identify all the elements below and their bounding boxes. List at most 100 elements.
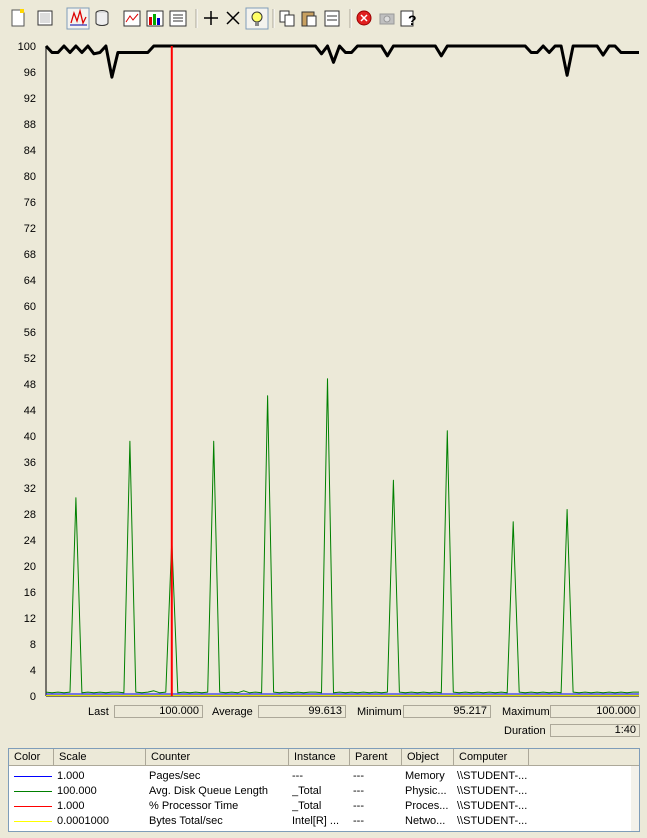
y-tick-label: 80 bbox=[24, 171, 36, 183]
legend-cell-computer: \\STUDENT-... bbox=[457, 815, 528, 827]
maximum-label: Maximum bbox=[502, 706, 550, 718]
y-tick-label: 88 bbox=[24, 119, 36, 131]
y-tick-label: 48 bbox=[24, 379, 36, 391]
plot-area bbox=[46, 46, 639, 696]
header-color[interactable]: Color bbox=[9, 749, 54, 766]
legend-cell-counter: % Processor Time bbox=[149, 800, 239, 812]
toolbar-icons: ? bbox=[11, 7, 417, 30]
color-swatch bbox=[14, 821, 52, 822]
color-swatch bbox=[14, 791, 52, 792]
y-tick-label: 68 bbox=[24, 249, 36, 261]
legend-cell-computer: \\STUDENT-... bbox=[457, 770, 528, 782]
legend-cell-counter: Bytes Total/sec bbox=[149, 815, 223, 827]
legend-cell-instance: _Total bbox=[292, 785, 322, 797]
legend-cell-scale: 0.0001000 bbox=[57, 815, 109, 827]
header-computer[interactable]: Computer bbox=[454, 749, 529, 766]
series-line-avg-disk-queue-length bbox=[45, 378, 639, 694]
delete-x-icon[interactable] bbox=[226, 11, 240, 25]
legend-cell-object: Netwo... bbox=[405, 815, 446, 827]
legend-row[interactable]: 0.0001000 Bytes Total/sec Intel[R] ... --- N… bbox=[9, 814, 639, 829]
y-tick-label: 32 bbox=[24, 483, 36, 495]
y-tick-label: 16 bbox=[24, 587, 36, 599]
legend-cell-instance: Intel[R] ... bbox=[292, 815, 340, 827]
y-tick-label: 40 bbox=[24, 431, 36, 443]
legend-cell-scale: 1.000 bbox=[57, 770, 85, 782]
legend-row[interactable]: 1.000 Pages/sec --- --- Memory \\STUDENT-... bbox=[9, 769, 639, 784]
database-icon[interactable] bbox=[95, 10, 109, 26]
properties-icon[interactable] bbox=[324, 10, 340, 27]
y-tick-label: 36 bbox=[24, 457, 36, 469]
header-filler bbox=[529, 749, 639, 766]
legend-cell-instance: _Total bbox=[292, 800, 322, 812]
lightbulb-icon[interactable] bbox=[251, 11, 263, 26]
y-tick-label: 84 bbox=[24, 145, 36, 157]
header-object[interactable]: Object bbox=[402, 749, 454, 766]
histogram-icon[interactable] bbox=[146, 10, 164, 27]
graph-view-icon[interactable] bbox=[123, 10, 141, 27]
legend-cell-counter: Pages/sec bbox=[149, 770, 201, 782]
legend-cell-scale: 100.000 bbox=[57, 785, 97, 797]
y-tick-label: 0 bbox=[30, 691, 36, 700]
legend-header: Color Scale Counter Instance Parent Obje… bbox=[9, 749, 639, 766]
header-scale[interactable]: Scale bbox=[54, 749, 146, 766]
toolbar: ? bbox=[0, 0, 647, 36]
paste-icon[interactable] bbox=[301, 11, 317, 27]
y-tick-label: 60 bbox=[24, 301, 36, 313]
legend-cell-parent: --- bbox=[353, 800, 364, 812]
new-document-icon[interactable] bbox=[11, 9, 25, 27]
legend-cell-object: Memory bbox=[405, 770, 445, 782]
graph-canvas: 1009692888480767268646056524844403632282… bbox=[18, 41, 639, 703]
y-tick-label: 4 bbox=[30, 665, 36, 677]
legend-cell-parent: --- bbox=[353, 770, 364, 782]
current-activity-icon[interactable] bbox=[70, 8, 87, 26]
average-label: Average bbox=[212, 706, 253, 718]
duration-label: Duration bbox=[504, 725, 546, 737]
last-value: 100.000 bbox=[114, 705, 203, 718]
copy-icon[interactable] bbox=[279, 10, 295, 27]
maximum-value: 100.000 bbox=[550, 705, 640, 718]
report-icon[interactable] bbox=[169, 10, 187, 27]
y-tick-label: 52 bbox=[24, 353, 36, 365]
y-tick-label: 28 bbox=[24, 509, 36, 521]
legend-scrollbar[interactable] bbox=[631, 766, 639, 831]
legend-cell-instance: --- bbox=[292, 770, 303, 782]
stop-red-icon[interactable] bbox=[356, 10, 372, 26]
legend-cell-parent: --- bbox=[353, 785, 364, 797]
color-swatch bbox=[14, 776, 52, 777]
y-tick-label: 92 bbox=[24, 93, 36, 105]
performance-graph: 100 96 92 88 84 80 76 72 68 64 60 56 52 48 44 40 36 32 28 2… bbox=[0, 36, 647, 703]
legend-cell-computer: \\STUDENT-... bbox=[457, 800, 528, 812]
y-tick-label: 24 bbox=[24, 535, 36, 547]
legend-cell-computer: \\STUDENT-... bbox=[457, 785, 528, 797]
y-tick-label: 100 bbox=[18, 41, 36, 53]
y-tick-label: 64 bbox=[24, 275, 36, 287]
header-parent[interactable]: Parent bbox=[350, 749, 402, 766]
legend-cell-object: Proces... bbox=[405, 800, 449, 812]
statistics-bar: Last 100.000 Average 99.613 Minimum 95.2… bbox=[0, 700, 647, 742]
color-swatch bbox=[14, 806, 52, 807]
legend-row[interactable]: 1.000 % Processor Time _Total --- Proces... \… bbox=[9, 799, 639, 814]
plus-icon[interactable] bbox=[204, 11, 218, 25]
last-label: Last bbox=[88, 706, 109, 718]
y-tick-label: 56 bbox=[24, 327, 36, 339]
duration-value: 1:40 bbox=[550, 724, 640, 737]
legend-cell-parent: --- bbox=[353, 815, 364, 827]
help-icon[interactable]: ? bbox=[400, 10, 417, 28]
header-instance[interactable]: Instance bbox=[289, 749, 350, 766]
y-tick-label: 44 bbox=[24, 405, 36, 417]
y-tick-label: 12 bbox=[24, 613, 36, 625]
clear-display-icon[interactable] bbox=[37, 10, 53, 26]
camera-icon bbox=[379, 13, 395, 25]
legend-cell-counter: Avg. Disk Queue Length bbox=[149, 785, 269, 797]
series-line--processor-time bbox=[44, 44, 639, 79]
svg-text:?: ? bbox=[408, 12, 417, 28]
minimum-label: Minimum bbox=[357, 706, 402, 718]
counter-legend: Color Scale Counter Instance Parent Obje… bbox=[8, 748, 640, 832]
y-tick-label: 76 bbox=[24, 197, 36, 209]
legend-cell-scale: 1.000 bbox=[57, 800, 85, 812]
header-counter[interactable]: Counter bbox=[146, 749, 289, 766]
minimum-value: 95.217 bbox=[403, 705, 491, 718]
y-tick-label: 72 bbox=[24, 223, 36, 235]
legend-cell-object: Physic... bbox=[405, 785, 447, 797]
legend-row[interactable]: 100.000 Avg. Disk Queue Length _Total --- Ph… bbox=[9, 784, 639, 799]
